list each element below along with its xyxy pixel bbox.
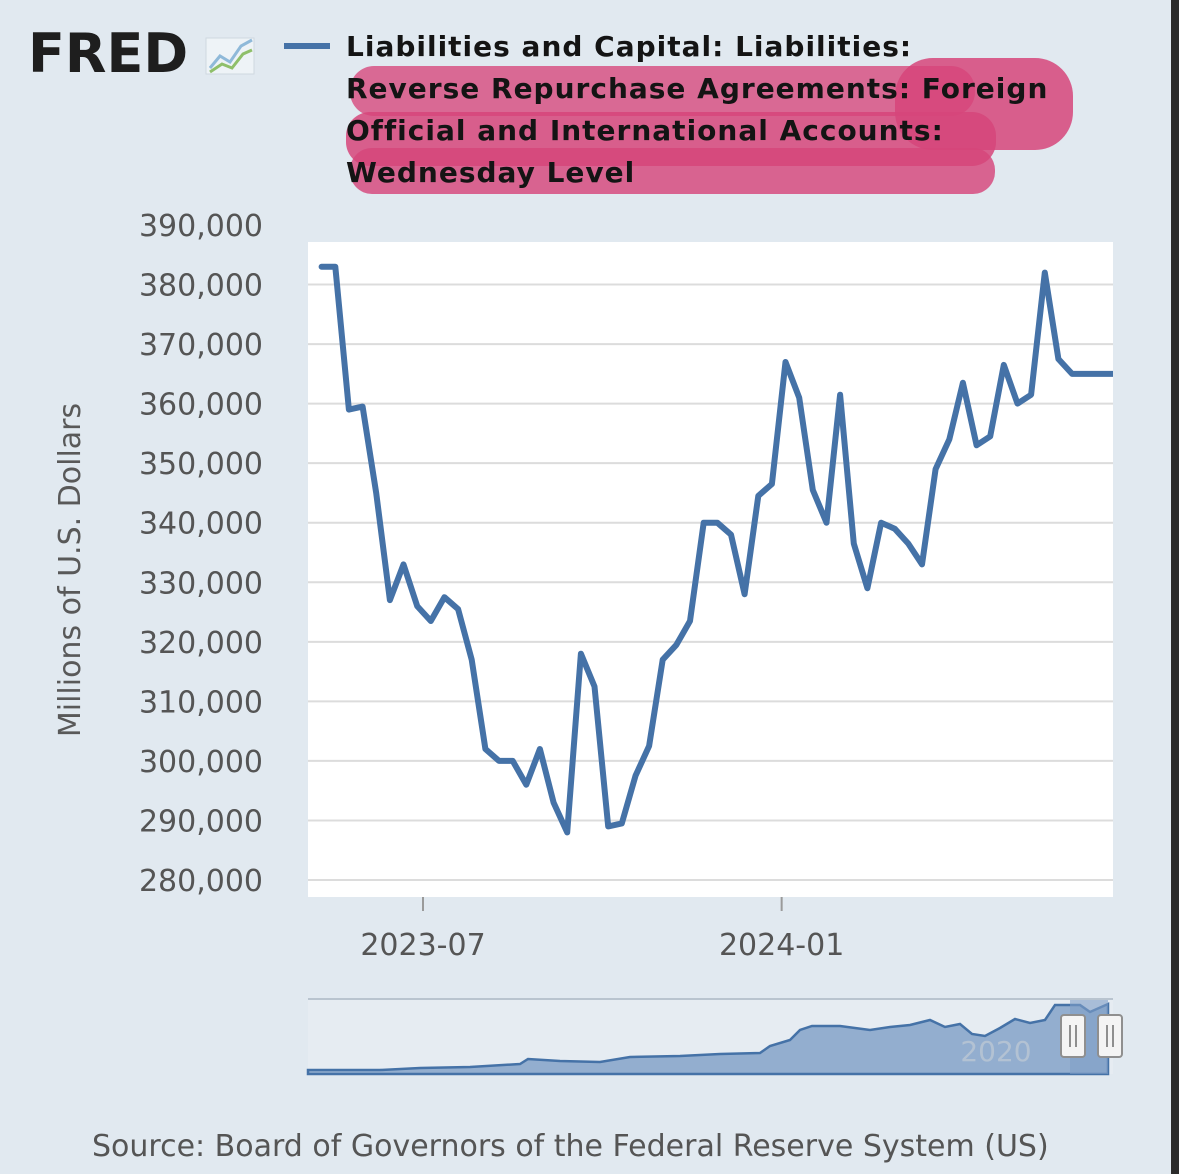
series-polyline	[318, 263, 1113, 836]
chart-title-line: Liabilities and Capital: Liabilities:	[346, 30, 912, 63]
x-tick-label: 2023-07	[360, 928, 485, 963]
y-tick-label: 380,000	[139, 269, 263, 304]
x-tick-label: 2024-01	[719, 928, 844, 963]
legend-highlight	[346, 58, 1073, 194]
chart-title-line: Reverse Repurchase Agreements: Foreign	[346, 72, 1048, 105]
y-tick-label: 300,000	[139, 745, 263, 780]
chart-title: Liabilities and Capital: Liabilities: Rev…	[346, 30, 1048, 189]
plot-area	[308, 242, 1113, 897]
y-tick-label: 370,000	[139, 328, 263, 363]
y-axis: 280,000 290,000 300,000 310,000 320,000 330,0…	[139, 209, 263, 899]
y-tick-label: 290,000	[139, 804, 263, 839]
y-tick-label: 280,000	[139, 864, 263, 899]
y-tick-label: 320,000	[139, 626, 263, 661]
y-tick-label: 390,000	[139, 209, 263, 244]
source-note: Source: Board of Governors of the Federa…	[92, 1129, 1049, 1164]
chart-title-line: Wednesday Level	[346, 156, 635, 189]
navigator-handle-right[interactable]	[1097, 1014, 1123, 1058]
y-tick-label: 330,000	[139, 566, 263, 601]
series-line	[318, 263, 1113, 836]
y-tick-label: 340,000	[139, 507, 263, 542]
navigator-handle-left[interactable]	[1060, 1014, 1086, 1058]
fred-logo[interactable]: FRED	[28, 22, 255, 85]
window-edge	[1171, 0, 1179, 1174]
legend-swatch	[284, 43, 330, 49]
trend-icon	[205, 37, 255, 75]
fred-logo-text: FRED	[28, 22, 188, 85]
y-axis-label: Millions of U.S. Dollars	[53, 403, 88, 737]
x-axis: 2023-07 2024-01	[360, 897, 844, 963]
y-tick-label: 310,000	[139, 685, 263, 720]
range-navigator[interactable]: 2020	[306, 998, 1123, 1076]
y-tick-label: 350,000	[139, 447, 263, 482]
navigator-series	[306, 1002, 1110, 1076]
chart-title-line: Official and International Accounts:	[346, 114, 944, 147]
legend: Liabilities and Capital: Liabilities: Rev…	[284, 30, 1073, 194]
navigator-year-label: 2020	[960, 1035, 1031, 1068]
y-tick-label: 360,000	[139, 388, 263, 423]
